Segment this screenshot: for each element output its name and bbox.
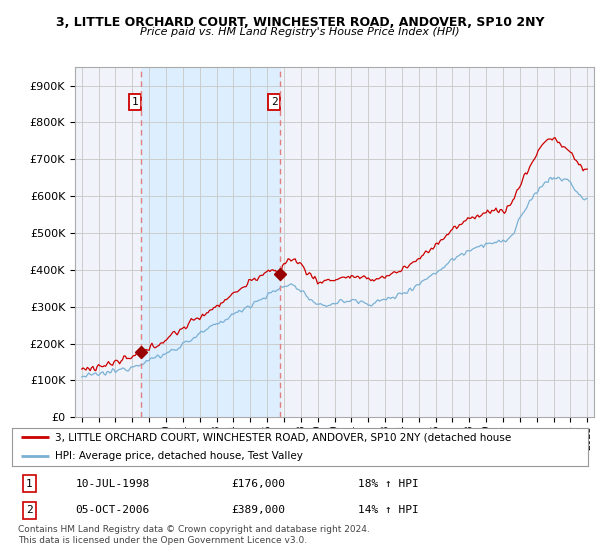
Text: 1: 1 <box>132 97 139 107</box>
Text: 3, LITTLE ORCHARD COURT, WINCHESTER ROAD, ANDOVER, SP10 2NY (detached house: 3, LITTLE ORCHARD COURT, WINCHESTER ROAD… <box>55 432 511 442</box>
Text: 2: 2 <box>26 505 32 515</box>
Text: £176,000: £176,000 <box>231 479 285 489</box>
Text: 05-OCT-2006: 05-OCT-2006 <box>76 505 149 515</box>
Text: Contains HM Land Registry data © Crown copyright and database right 2024.
This d: Contains HM Land Registry data © Crown c… <box>18 525 370 545</box>
Text: 10-JUL-1998: 10-JUL-1998 <box>76 479 149 489</box>
Text: 14% ↑ HPI: 14% ↑ HPI <box>358 505 418 515</box>
Text: 2: 2 <box>271 97 277 107</box>
Bar <box>141 67 280 417</box>
Text: 1: 1 <box>26 479 32 489</box>
Text: 3, LITTLE ORCHARD COURT, WINCHESTER ROAD, ANDOVER, SP10 2NY: 3, LITTLE ORCHARD COURT, WINCHESTER ROAD… <box>56 16 544 29</box>
Text: 18% ↑ HPI: 18% ↑ HPI <box>358 479 418 489</box>
Text: Price paid vs. HM Land Registry's House Price Index (HPI): Price paid vs. HM Land Registry's House … <box>140 27 460 38</box>
Text: HPI: Average price, detached house, Test Valley: HPI: Average price, detached house, Test… <box>55 451 303 461</box>
Text: £389,000: £389,000 <box>231 505 285 515</box>
